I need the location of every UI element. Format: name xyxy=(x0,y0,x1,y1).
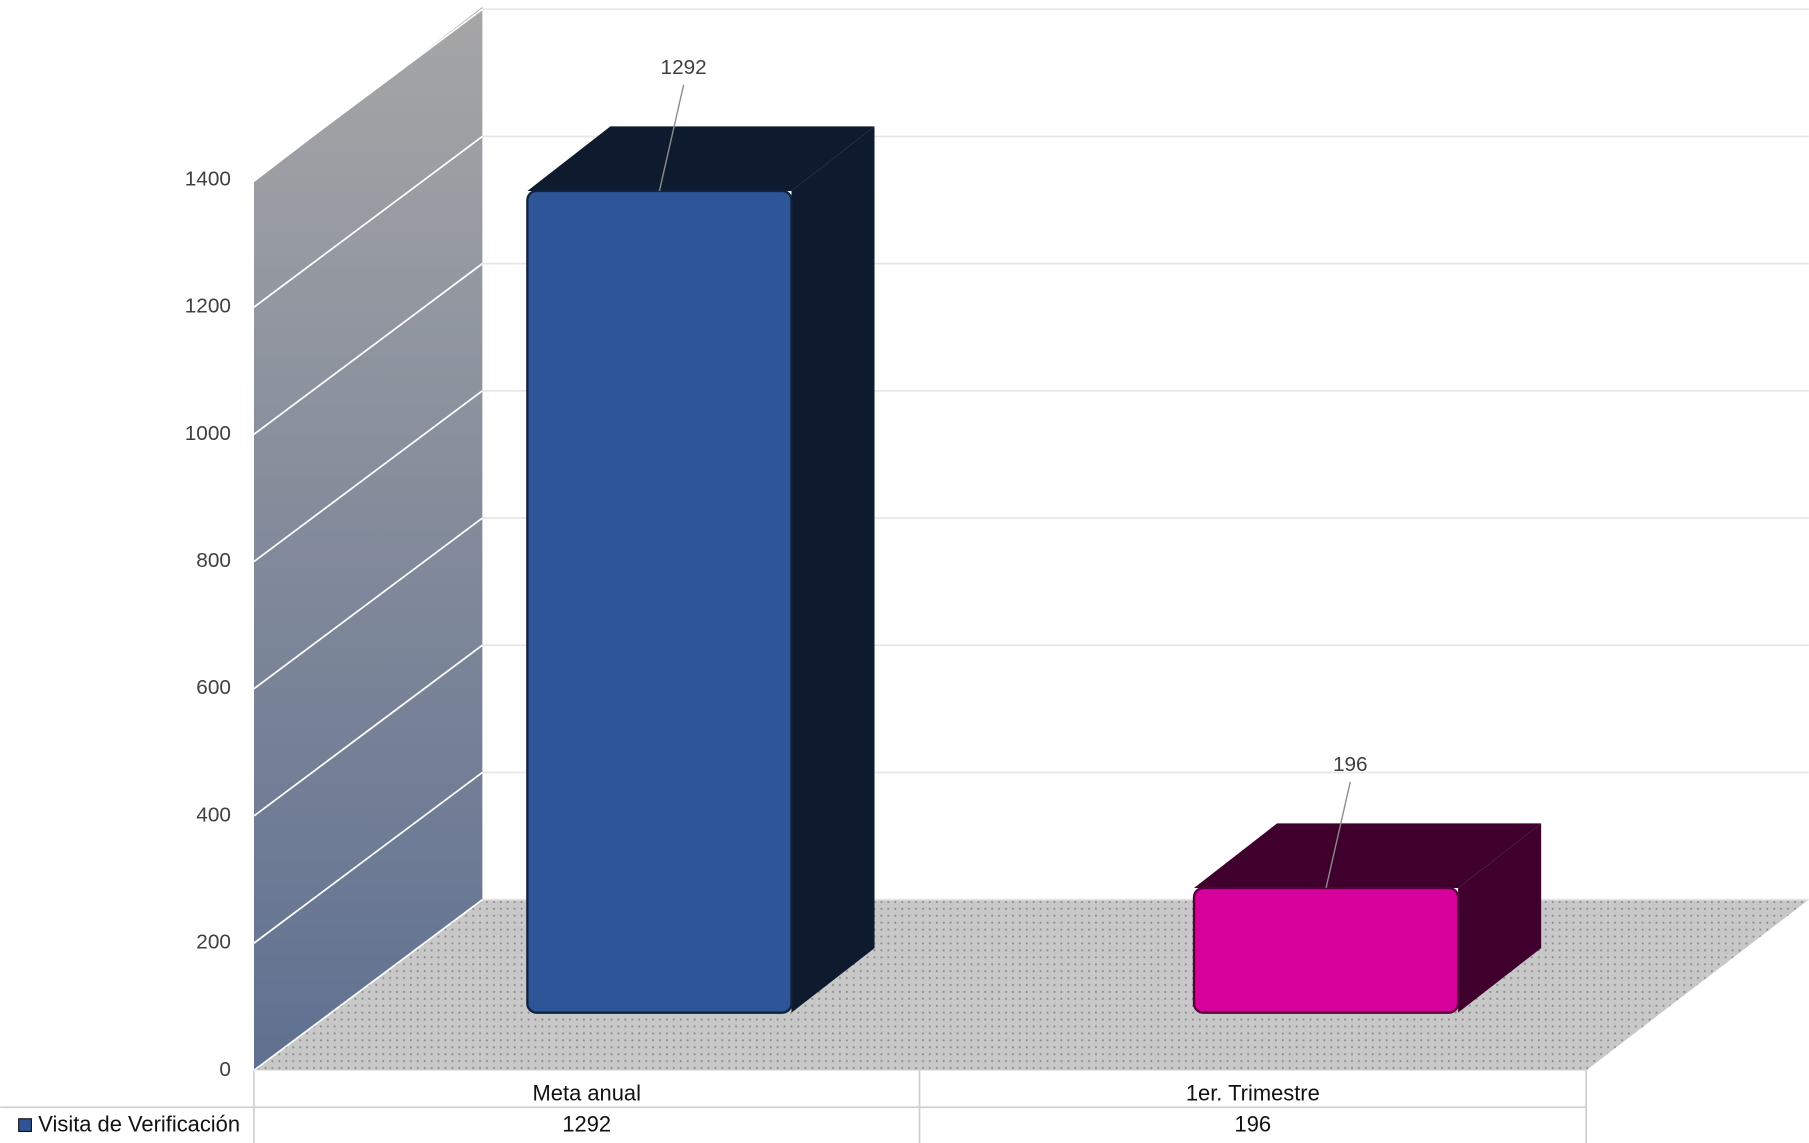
side-wall xyxy=(253,6,483,1071)
category-label: Meta anual xyxy=(533,1080,641,1105)
grid-line xyxy=(253,771,483,944)
y-tick-label: 400 xyxy=(196,803,231,826)
leader-line xyxy=(658,84,685,192)
y-tick-label: 600 xyxy=(196,676,231,699)
y-tick-label: 800 xyxy=(196,549,231,572)
grid-line xyxy=(253,390,483,563)
bar-side xyxy=(791,126,875,1013)
grid-line xyxy=(253,135,483,308)
table-value: 1292 xyxy=(562,1111,611,1136)
y-tick-label: 1200 xyxy=(185,295,231,318)
bar-top xyxy=(1193,823,1542,889)
leader-line xyxy=(1325,781,1351,889)
data-label: 1292 xyxy=(661,56,707,79)
legend-label: Visita de Verificación xyxy=(38,1111,240,1136)
bar-top xyxy=(527,126,875,191)
y-tick-label: 1400 xyxy=(185,167,231,190)
grid-line xyxy=(253,262,483,436)
y-tick-label: 0 xyxy=(219,1058,231,1081)
grid-line xyxy=(253,517,483,690)
bar xyxy=(526,189,793,1014)
y-tick-label: 200 xyxy=(196,931,231,954)
grid-line xyxy=(253,8,483,181)
y-tick-label: 1000 xyxy=(185,422,231,445)
grid-line xyxy=(253,898,483,1072)
grid-line xyxy=(253,644,483,817)
table-value: 196 xyxy=(1235,1111,1272,1136)
legend-key xyxy=(18,1118,32,1133)
bar xyxy=(1192,886,1460,1014)
floor xyxy=(253,899,1809,1071)
data-label: 196 xyxy=(1333,753,1368,776)
category-label: 1er. Trimestre xyxy=(1186,1080,1320,1105)
bar-side xyxy=(1458,823,1542,1013)
